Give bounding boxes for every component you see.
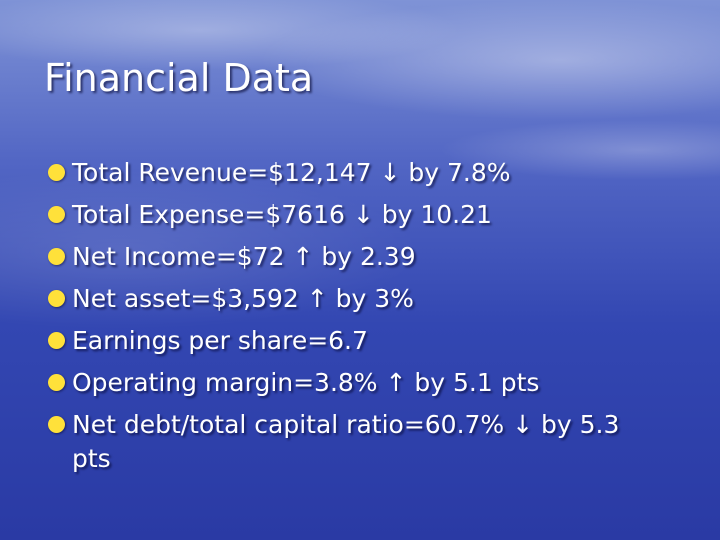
bullet-dot — [48, 332, 65, 349]
bullet-item: Earnings per share=6.7 — [48, 320, 648, 362]
slide-title: Financial Data — [44, 56, 314, 100]
bullet-item: Total Expense=$7616 ↓ by 10.21 — [48, 194, 648, 236]
bullet-text: Total Expense=$7616 ↓ by 10.21 — [72, 200, 492, 229]
bullet-text: Net Income=$72 ↑ by 2.39 — [72, 242, 416, 271]
bullet-item: Operating margin=3.8% ↑ by 5.1 pts — [48, 362, 648, 404]
bullet-item: Net Income=$72 ↑ by 2.39 — [48, 236, 648, 278]
bullet-list: Total Revenue=$12,147 ↓ by 7.8% Total Exp… — [48, 152, 648, 480]
bullet-item: Net debt/total capital ratio=60.7% ↓ by … — [48, 404, 648, 480]
bullet-dot — [48, 164, 65, 181]
bullet-text: Total Revenue=$12,147 ↓ by 7.8% — [72, 158, 511, 187]
bullet-dot — [48, 374, 65, 391]
bullet-item: Total Revenue=$12,147 ↓ by 7.8% — [48, 152, 648, 194]
bullet-dot — [48, 290, 65, 307]
bullet-dot — [48, 248, 65, 265]
bullet-item: Net asset=$3,592 ↑ by 3% — [48, 278, 648, 320]
bullet-text: Operating margin=3.8% ↑ by 5.1 pts — [72, 368, 540, 397]
bullet-text: Net asset=$3,592 ↑ by 3% — [72, 284, 414, 313]
bullet-text: Net debt/total capital ratio=60.7% ↓ by … — [72, 410, 620, 473]
bullet-dot — [48, 416, 65, 433]
bullet-dot — [48, 206, 65, 223]
bullet-text: Earnings per share=6.7 — [72, 326, 368, 355]
